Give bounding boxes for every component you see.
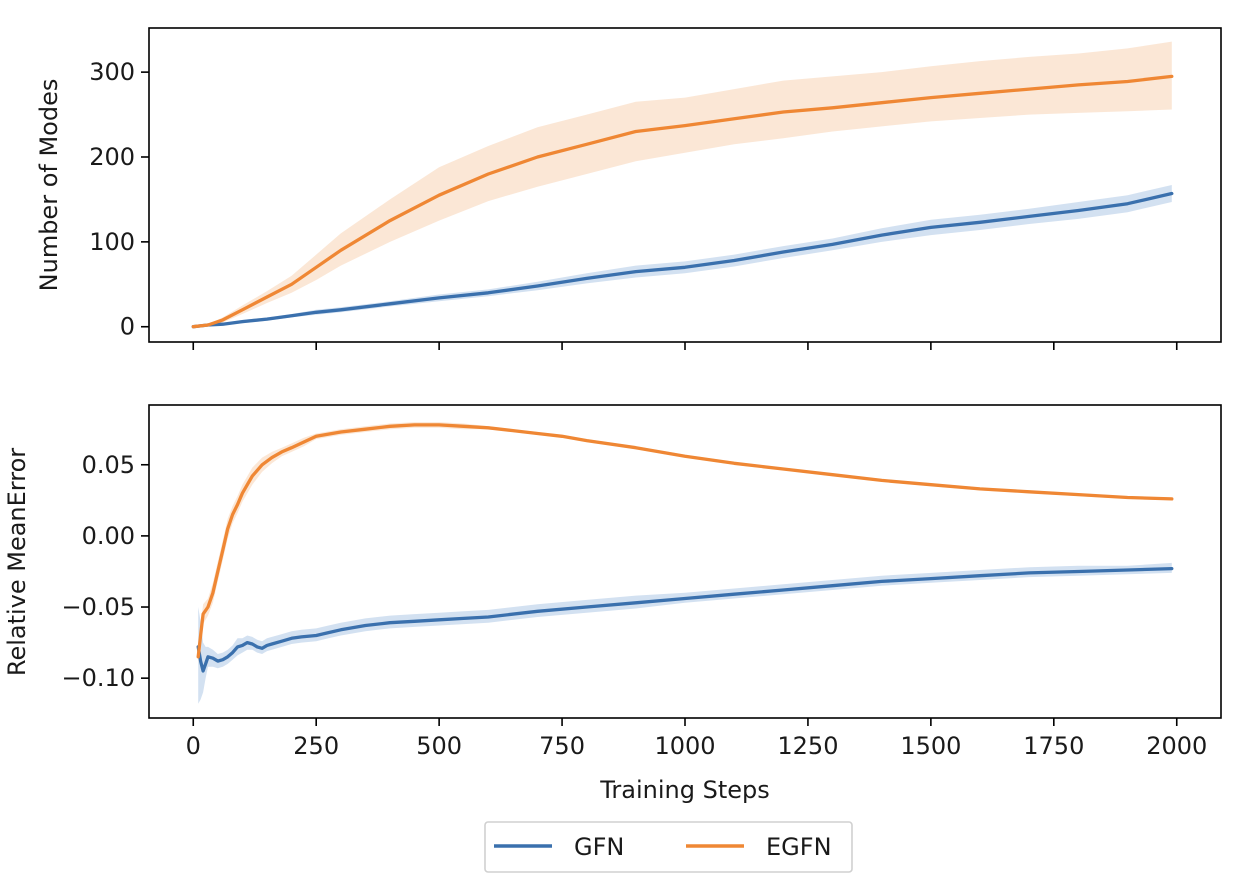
x-axis-label: Training Steps [599,776,769,804]
x-tick-label: 1750 [1023,732,1084,760]
y-tick-label: 0 [120,313,135,341]
y-tick-label: −0.10 [61,664,135,692]
y-tick-label: 0.05 [82,451,135,479]
confidence-bands [193,41,1172,327]
legend-frame [484,821,853,873]
line-gfn [191,191,1174,329]
confidence-bands [198,422,1172,704]
x-tick-label: 2000 [1146,732,1207,760]
legend-label-egfn: EGFN [766,833,832,861]
series-lines [191,74,1174,329]
y-axis-label: Relative MeanError [3,448,31,676]
x-ticks [192,342,1178,350]
plot-frame [148,404,1222,719]
band-gfn [198,562,1172,704]
series-lines [196,423,1174,673]
panel-number-of-modes: 0 100 200 300 Number of Modes [35,27,1222,350]
x-tick-label: 1500 [900,732,961,760]
y-axis-label: Number of Modes [35,79,63,292]
y-tick-label: 0.00 [82,522,135,550]
y-tick-label: −0.05 [61,593,135,621]
band-egfn [193,41,1172,327]
line-egfn [196,423,1174,659]
x-tick-label: 0 [186,732,201,760]
x-ticks: 0 250 500 750 1000 1250 1500 1750 2000 [186,718,1207,760]
legend-label-gfn: GFN [574,833,624,861]
x-tick-label: 250 [293,732,339,760]
legend: GFN EGFN [484,821,853,873]
x-tick-label: 1250 [777,732,838,760]
line-egfn [191,74,1174,329]
y-tick-label: 200 [89,143,135,171]
panel-relative-mean-error: 0 250 500 750 1000 1250 1500 1750 2000 −0.10 −0.0… [3,404,1222,804]
x-tick-label: 750 [539,732,585,760]
y-tick-label: 300 [89,58,135,86]
line-gfn [196,566,1174,673]
x-tick-label: 1000 [654,732,715,760]
x-tick-label: 500 [416,732,462,760]
y-ticks: 0 100 200 300 [89,58,149,341]
y-tick-label: 100 [89,228,135,256]
y-ticks: −0.10 −0.05 0.00 0.05 [61,451,149,692]
